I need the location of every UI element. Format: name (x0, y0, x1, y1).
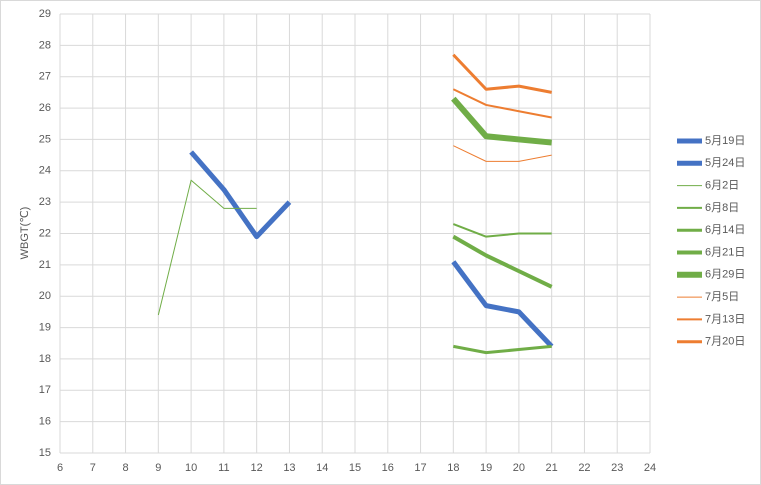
x-tick-label: 6 (57, 462, 63, 474)
legend-label: 6月29日 (705, 269, 745, 281)
x-tick-label: 23 (611, 462, 623, 474)
x-tick-label: 21 (546, 462, 558, 474)
x-tick-label: 7 (90, 462, 96, 474)
y-tick-label: 19 (39, 321, 51, 333)
series-line (157, 179, 257, 316)
x-tick-label: 17 (414, 462, 426, 474)
legend-label: 5月24日 (705, 157, 745, 169)
y-tick-label: 15 (39, 447, 51, 459)
series-line (451, 260, 554, 349)
legend-label: 6月14日 (705, 224, 745, 236)
y-axis-label: WBGT(℃) (19, 207, 31, 260)
y-tick-label: 22 (39, 227, 51, 239)
x-tick-label: 13 (283, 462, 295, 474)
legend-label: 6月8日 (705, 202, 739, 214)
x-tick-label: 10 (185, 462, 197, 474)
series-line (453, 145, 552, 162)
series-line (452, 53, 552, 94)
legend-label: 7月20日 (705, 336, 745, 348)
y-tick-label: 24 (39, 165, 51, 177)
x-tick-label: 14 (316, 462, 328, 474)
legend-label: 6月21日 (705, 246, 745, 258)
series-line (452, 223, 552, 238)
series-line (189, 150, 292, 240)
y-tick-label: 16 (39, 416, 51, 428)
y-tick-label: 17 (39, 384, 51, 396)
y-tick-label: 23 (39, 196, 51, 208)
legend-label: 6月2日 (705, 180, 739, 192)
series-line (453, 344, 552, 355)
x-tick-label: 12 (251, 462, 263, 474)
x-tick-label: 9 (155, 462, 161, 474)
x-tick-label: 16 (382, 462, 394, 474)
legend-label: 5月19日 (705, 135, 745, 147)
x-tick-label: 19 (480, 462, 492, 474)
series-line (452, 234, 553, 289)
legend-label: 7月13日 (705, 313, 745, 325)
x-tick-label: 11 (218, 462, 229, 474)
y-tick-label: 20 (39, 290, 51, 302)
y-tick-label: 29 (39, 8, 51, 20)
y-tick-label: 27 (39, 71, 51, 83)
x-tick-label: 20 (513, 462, 525, 474)
y-tick-label: 25 (39, 133, 51, 145)
x-tick-label: 18 (447, 462, 459, 474)
x-tick-label: 8 (122, 462, 128, 474)
legend-label: 7月5日 (705, 291, 739, 303)
y-tick-label: 28 (39, 39, 51, 51)
x-tick-label: 24 (644, 462, 656, 474)
y-tick-label: 18 (39, 353, 51, 365)
series-line (452, 88, 552, 119)
y-tick-label: 21 (39, 259, 51, 271)
x-tick-label: 22 (578, 462, 590, 474)
series-line (451, 96, 552, 146)
y-tick-label: 26 (39, 102, 51, 114)
x-tick-label: 15 (349, 462, 361, 474)
